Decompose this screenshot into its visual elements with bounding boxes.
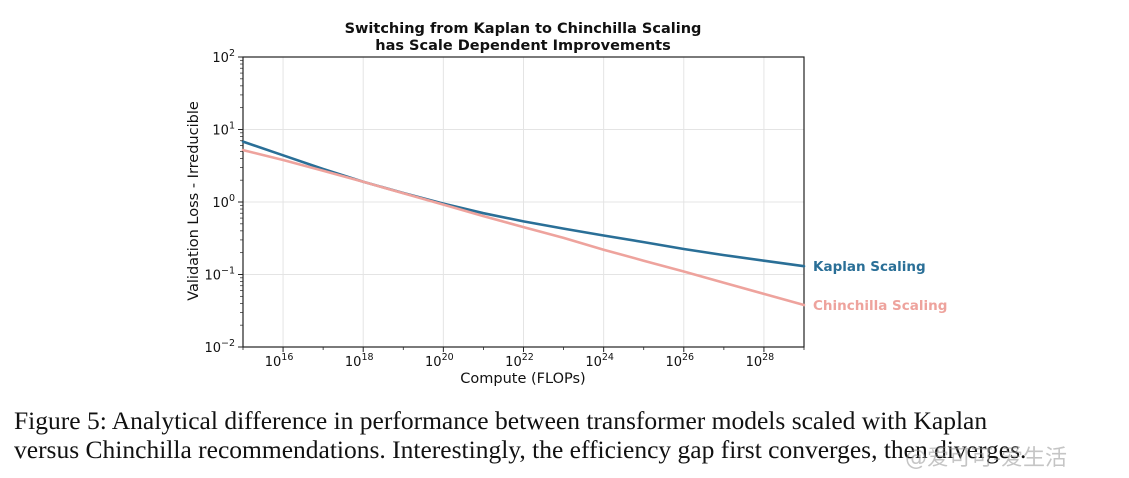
y-tick-label: 101 [212, 121, 235, 139]
y-tick-label: 102 [212, 48, 235, 66]
figure-caption: Figure 5: Analytical difference in perfo… [14, 406, 1114, 464]
y-axis-label: Validation Loss - Irreducible [186, 101, 202, 301]
x-tick-label: 1018 [345, 352, 374, 370]
tick-layer: 1016 1018 1020 1022 1024 1026 1028 102 101 100 10−… [204, 48, 805, 370]
x-axis-label: Compute (FLOPs) [460, 371, 585, 387]
chinchilla-scaling-line [241, 148, 806, 307]
chart-title-line-1: Switching from Kaplan to Chinchilla Scal… [345, 21, 702, 37]
series-layer: Kaplan Scaling Chinchilla Scaling [241, 140, 947, 314]
grid [243, 56, 804, 348]
x-tick-label: 1016 [265, 352, 294, 370]
x-tick-label: 1026 [665, 352, 694, 370]
y-tick-label: 100 [212, 193, 235, 211]
chart-title-line-2: has Scale Dependent Improvements [375, 38, 671, 54]
watermark: @爱可可-爱生活 [905, 446, 1067, 471]
x-tick-label: 1022 [505, 352, 534, 370]
caption-line-1: Figure 5: Analytical difference in perfo… [14, 406, 988, 435]
caption-line-2: versus Chinchilla recommendations. Inter… [14, 435, 1027, 464]
x-tick-label: 1020 [425, 352, 454, 370]
x-tick-label: 1028 [746, 352, 775, 370]
chinchilla-scaling-label: Chinchilla Scaling [813, 298, 947, 314]
kaplan-scaling-label: Kaplan Scaling [813, 259, 926, 275]
y-tick-label: 10−1 [204, 266, 235, 284]
y-tick-label: 10−2 [204, 338, 235, 356]
x-tick-label: 1024 [585, 352, 614, 370]
